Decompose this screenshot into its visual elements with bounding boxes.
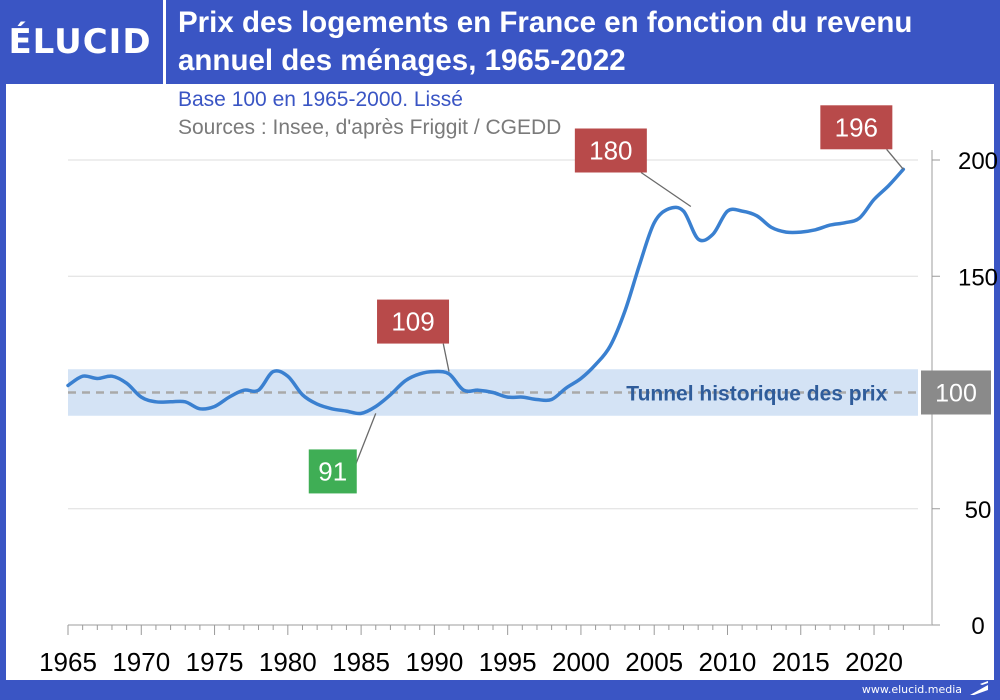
annotation-label: 91	[318, 456, 347, 486]
x-tick-label: 1965	[39, 647, 97, 677]
x-tick-label: 2010	[699, 647, 757, 677]
y-tick-label: 0	[971, 613, 984, 640]
annotation-leader	[886, 148, 904, 170]
reference-badge	[921, 370, 991, 415]
annotation-label: 180	[589, 136, 632, 166]
reference-badge-label: 100	[935, 380, 977, 408]
chart-title-line1: Prix des logements en France en fonction…	[178, 6, 913, 39]
annotation-leader	[640, 171, 692, 208]
x-tick-label: 1985	[332, 647, 390, 677]
elucid-logo: ÉLUCID	[8, 22, 152, 62]
tunnel-label: Tunnel historique des prix	[626, 383, 887, 406]
annotation-box	[377, 299, 450, 344]
y-tick-label: 50	[965, 497, 992, 524]
annotation-leader	[442, 343, 450, 372]
logo-separator	[163, 0, 166, 84]
annotation-box	[308, 449, 357, 494]
x-tick-label: 2020	[845, 647, 903, 677]
x-tick-label: 1975	[186, 647, 244, 677]
annotation-label: 109	[391, 307, 434, 337]
annotation-box	[574, 128, 647, 173]
annotation-label: 196	[835, 112, 878, 142]
series-line	[66, 167, 906, 416]
annotation-box	[820, 105, 893, 150]
x-tick-label: 2000	[552, 647, 610, 677]
x-tick-label: 1970	[112, 647, 170, 677]
elucid-mark-icon	[970, 681, 988, 695]
x-tick-label: 1995	[479, 647, 537, 677]
chart-subtitle: Base 100 en 1965-2000. Lissé	[178, 88, 463, 111]
y-tick-label: 200	[958, 148, 998, 175]
x-tick-label: 2015	[772, 647, 830, 677]
y-tick-label: 150	[958, 264, 998, 291]
chart-title-line2: annuel des ménages, 1965-2022	[178, 44, 626, 77]
x-tick-label: 1980	[259, 647, 317, 677]
chart-sources: Sources : Insee, d'après Friggit / CGEDD	[178, 116, 562, 139]
x-tick-label: 2005	[625, 647, 683, 677]
chart-title: Prix des logements en France en fonction…	[178, 4, 993, 80]
footer-url[interactable]: www.elucid.media	[861, 683, 962, 696]
x-tick-label: 1990	[405, 647, 463, 677]
